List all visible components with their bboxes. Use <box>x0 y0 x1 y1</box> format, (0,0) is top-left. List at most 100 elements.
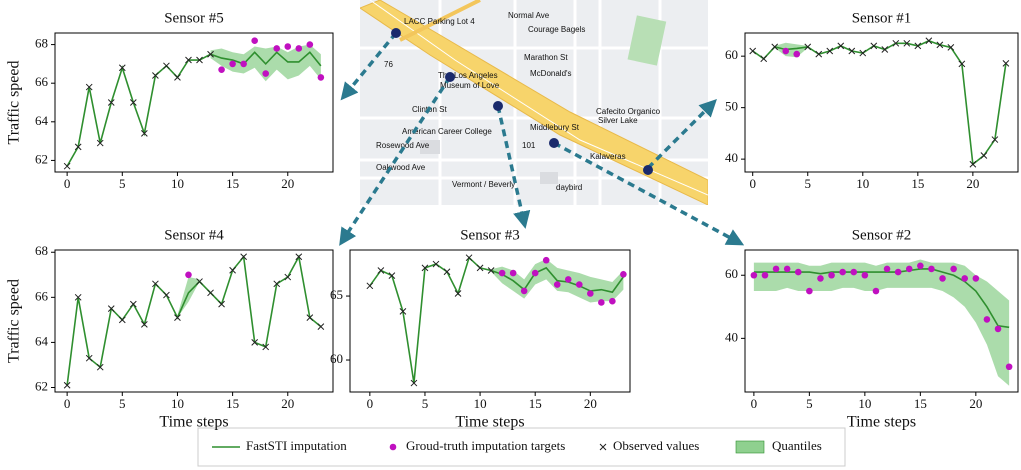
target-dot <box>609 298 616 305</box>
legend-swatch <box>736 441 764 453</box>
map-label: daybird <box>556 183 582 192</box>
observed-marker <box>285 274 291 280</box>
target-dot <box>218 66 225 73</box>
target-dot <box>499 270 506 277</box>
x-axis-label: Time steps <box>847 414 916 431</box>
observed-marker <box>318 324 324 330</box>
target-dot <box>939 275 946 282</box>
observed-marker <box>378 267 384 273</box>
chart-panel: Sensor #2Time steps051015204060 <box>725 227 1018 430</box>
y-tick-label: 64 <box>35 333 49 348</box>
target-dot <box>793 51 800 58</box>
x-tick-label: 15 <box>911 176 924 191</box>
x-tick-label: 0 <box>367 396 374 411</box>
target-dot <box>850 269 857 276</box>
y-tick-label: 40 <box>725 150 738 165</box>
map-label: Middlebury St <box>530 123 580 132</box>
x-tick-label: 10 <box>171 396 184 411</box>
target-dot <box>318 74 325 81</box>
y-tick-label: 40 <box>725 329 738 344</box>
observed-marker <box>174 74 180 80</box>
target-dot <box>984 316 991 323</box>
target-dot <box>251 37 258 44</box>
x-axis-label: Time steps <box>159 414 228 431</box>
target-dot <box>554 281 561 288</box>
target-dot <box>795 269 802 276</box>
legend-label: Groud-truth imputation targets <box>406 438 565 453</box>
target-dot <box>543 257 550 264</box>
observed-marker <box>163 292 169 298</box>
chart-title: Sensor #5 <box>164 10 224 26</box>
y-tick-label: 62 <box>35 378 48 393</box>
map: Normal AveLACC Parking Lot 4Courage Bage… <box>360 0 708 205</box>
target-dot <box>565 276 572 283</box>
target-dot <box>185 271 192 278</box>
target-dot <box>884 266 891 273</box>
x-tick-label: 15 <box>226 396 239 411</box>
y-tick-label: 62 <box>35 151 48 166</box>
y-tick-label: 65 <box>330 287 343 302</box>
x-tick-label: 20 <box>969 396 982 411</box>
map-label: Marathon St <box>524 53 568 62</box>
target-dot <box>296 45 303 52</box>
map-label: LACC Parking Lot 4 <box>404 17 475 26</box>
target-dot <box>576 281 583 288</box>
chart-title: Sensor #2 <box>852 227 912 243</box>
x-axis-label: Time steps <box>455 414 524 431</box>
sensor-pin <box>549 138 559 148</box>
target-dot <box>284 43 291 50</box>
target-dot <box>751 272 758 279</box>
target-dot <box>817 275 824 282</box>
x-tick-label: 5 <box>422 396 429 411</box>
target-dot <box>521 288 528 295</box>
map-label: 101 <box>522 141 536 150</box>
map-label: Kalaveras <box>590 152 626 161</box>
sensor-pin <box>493 101 503 111</box>
chart-title: Sensor #4 <box>164 227 224 243</box>
chart-title: Sensor #3 <box>460 227 520 243</box>
target-dot <box>240 61 247 68</box>
legend-label: Observed values <box>613 438 699 453</box>
y-tick-label: 68 <box>35 243 48 258</box>
y-tick-label: 50 <box>725 99 738 114</box>
observed-marker <box>981 153 987 159</box>
target-dot <box>307 41 314 48</box>
map-label: Silver Lake <box>598 116 638 125</box>
x-tick-label: 20 <box>966 176 979 191</box>
target-dot <box>895 269 902 276</box>
x-tick-label: 20 <box>281 176 294 191</box>
target-dot <box>229 61 236 68</box>
target-dot <box>839 269 846 276</box>
map-label: McDonald's <box>530 69 572 78</box>
sensor-pin <box>391 28 401 38</box>
map-label: Museum of Love <box>440 81 500 90</box>
quantile-band <box>775 43 808 57</box>
target-dot <box>784 266 791 273</box>
target-dot <box>862 272 869 279</box>
x-tick-label: 15 <box>529 396 542 411</box>
map-label: Vermont / Beverly <box>452 180 515 189</box>
x-tick-label: 20 <box>281 396 294 411</box>
x-tick-label: 15 <box>226 176 239 191</box>
x-tick-label: 0 <box>751 396 758 411</box>
quantile-band <box>754 259 1009 385</box>
target-dot <box>950 266 957 273</box>
y-tick-label: 66 <box>35 288 49 303</box>
y-tick-label: 60 <box>330 351 343 366</box>
imputation-line <box>67 257 321 385</box>
observed-marker <box>838 43 844 49</box>
y-axis-label: Traffic speed <box>6 61 23 145</box>
target-dot <box>620 271 627 278</box>
x-tick-label: 0 <box>64 176 71 191</box>
y-axis-label: Traffic speed <box>6 279 23 363</box>
target-dot <box>995 326 1002 333</box>
target-dot <box>773 266 780 273</box>
x-tick-label: 0 <box>749 176 756 191</box>
target-dot <box>928 266 935 273</box>
x-tick-label: 20 <box>584 396 597 411</box>
observed-marker <box>444 269 450 275</box>
x-tick-label: 0 <box>64 396 71 411</box>
x-tick-label: 15 <box>914 396 927 411</box>
